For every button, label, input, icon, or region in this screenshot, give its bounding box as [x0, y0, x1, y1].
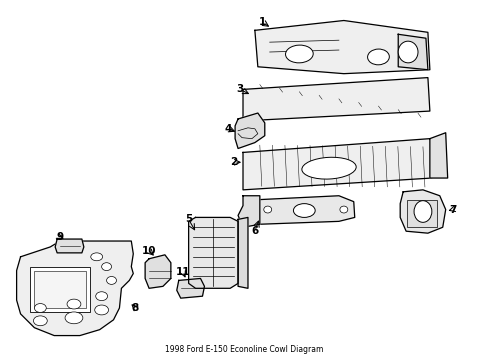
Text: 6: 6	[251, 226, 258, 236]
Bar	[34, 271, 86, 308]
Polygon shape	[177, 278, 204, 298]
Text: 7: 7	[448, 204, 455, 215]
Polygon shape	[55, 239, 83, 253]
Text: 1: 1	[259, 18, 266, 27]
Polygon shape	[243, 139, 431, 190]
Ellipse shape	[263, 206, 271, 213]
Ellipse shape	[102, 263, 111, 271]
Ellipse shape	[96, 292, 107, 301]
Ellipse shape	[34, 303, 46, 312]
Ellipse shape	[413, 201, 431, 222]
Ellipse shape	[397, 41, 417, 63]
Text: 3: 3	[236, 84, 243, 94]
Polygon shape	[243, 78, 429, 121]
Polygon shape	[397, 34, 427, 70]
Text: 5: 5	[184, 215, 192, 224]
Ellipse shape	[339, 206, 347, 213]
Ellipse shape	[285, 45, 313, 63]
Polygon shape	[399, 190, 445, 233]
Polygon shape	[145, 255, 170, 288]
Text: 4: 4	[224, 124, 231, 134]
Bar	[407, 200, 436, 227]
Polygon shape	[238, 196, 259, 227]
Ellipse shape	[65, 312, 82, 324]
Text: 8: 8	[131, 303, 139, 313]
Polygon shape	[238, 217, 247, 288]
Ellipse shape	[301, 157, 355, 179]
Ellipse shape	[33, 316, 47, 326]
Ellipse shape	[293, 204, 315, 217]
Bar	[30, 267, 90, 312]
Polygon shape	[17, 241, 133, 336]
Polygon shape	[257, 196, 354, 224]
Polygon shape	[429, 133, 447, 178]
Polygon shape	[188, 217, 238, 288]
Ellipse shape	[91, 253, 102, 261]
Ellipse shape	[106, 276, 116, 284]
Ellipse shape	[95, 305, 108, 315]
Text: 10: 10	[142, 246, 156, 256]
Ellipse shape	[367, 49, 388, 65]
Text: 1998 Ford E-150 Econoline Cowl Diagram: 1998 Ford E-150 Econoline Cowl Diagram	[164, 345, 323, 354]
Ellipse shape	[67, 299, 81, 309]
Polygon shape	[235, 113, 264, 148]
Text: 2: 2	[230, 157, 237, 167]
Polygon shape	[254, 21, 429, 74]
Text: 11: 11	[175, 266, 189, 276]
Text: 9: 9	[57, 232, 63, 242]
